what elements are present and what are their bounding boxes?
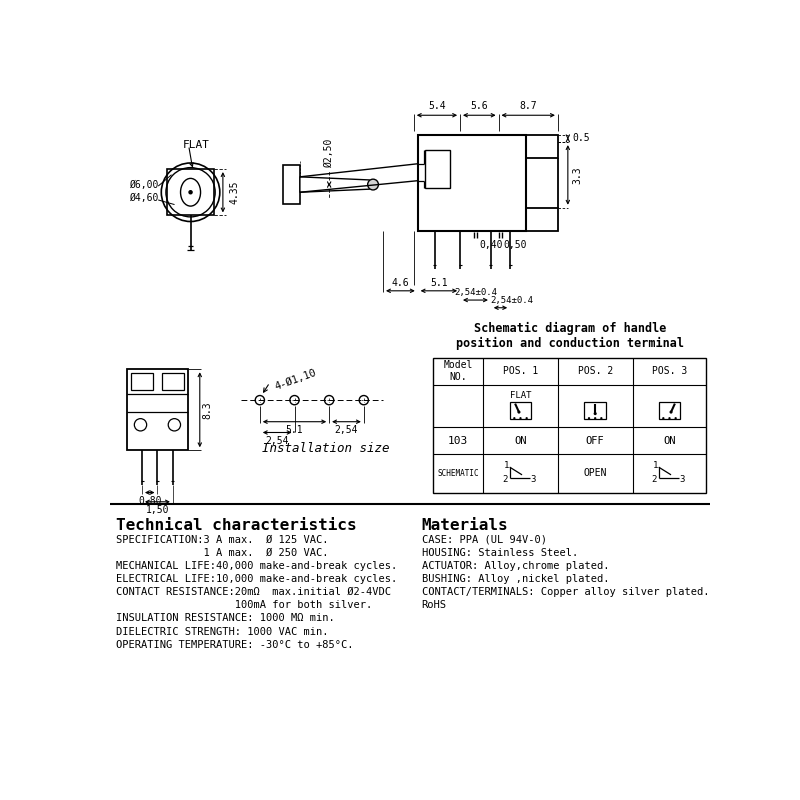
Text: CONTACT RESISTANCE:20mΩ  max.initial Ø2-4VDC: CONTACT RESISTANCE:20mΩ max.initial Ø2-4…: [116, 587, 391, 598]
Text: 5.6: 5.6: [470, 102, 488, 111]
Text: RoHS: RoHS: [422, 600, 446, 610]
Bar: [283, 166, 300, 204]
Text: FLAT: FLAT: [510, 391, 531, 400]
Text: 3.3: 3.3: [573, 166, 582, 184]
Text: HOUSING: Stainless Steel.: HOUSING: Stainless Steel.: [422, 548, 578, 558]
Polygon shape: [300, 177, 373, 192]
Text: 0,50: 0,50: [504, 240, 527, 250]
Circle shape: [513, 417, 515, 419]
Text: 2: 2: [502, 475, 508, 484]
Text: 4.35: 4.35: [229, 181, 239, 204]
Text: Model
NO.: Model NO.: [443, 361, 473, 382]
Text: Ø6,00: Ø6,00: [129, 179, 158, 190]
Text: 1,50: 1,50: [146, 505, 169, 515]
Bar: [418, 134, 526, 230]
Text: OFF: OFF: [586, 435, 605, 446]
Text: 100mA for both silver.: 100mA for both silver.: [116, 600, 372, 610]
Text: OPERATING TEMPERATURE: -30°C to +85°C.: OPERATING TEMPERATURE: -30°C to +85°C.: [116, 640, 354, 650]
Text: 2: 2: [651, 475, 657, 484]
Text: SCHEMATIC: SCHEMATIC: [438, 469, 479, 478]
Text: 103: 103: [448, 435, 468, 446]
Text: Installation size: Installation size: [262, 442, 389, 455]
Text: SPECIFICATION:3 A max.  Ø 125 VAC.: SPECIFICATION:3 A max. Ø 125 VAC.: [116, 535, 328, 545]
Text: 3: 3: [530, 475, 535, 484]
Text: MECHANICAL LIFE:40,000 make-and-break cycles.: MECHANICAL LIFE:40,000 make-and-break cy…: [116, 561, 397, 571]
Circle shape: [600, 417, 602, 419]
Bar: [526, 208, 558, 230]
Bar: [433, 358, 706, 493]
Text: Schematic diagram of handle
position and conduction terminal: Schematic diagram of handle position and…: [456, 322, 684, 350]
Text: Technical characteristics: Technical characteristics: [116, 518, 357, 533]
Text: 5.4: 5.4: [428, 102, 446, 111]
Text: Materials: Materials: [422, 518, 508, 533]
Bar: [585, 402, 606, 419]
Text: POS. 3: POS. 3: [652, 366, 687, 376]
Text: FLAT: FLAT: [183, 139, 210, 150]
Text: CONTACT/TERMINALS: Copper alloy silver plated.: CONTACT/TERMINALS: Copper alloy silver p…: [422, 587, 709, 598]
Text: 0.5: 0.5: [573, 134, 590, 143]
Bar: [658, 402, 680, 419]
Text: POS. 1: POS. 1: [503, 366, 538, 376]
Text: INSULATION RESISTANCE: 1000 MΩ min.: INSULATION RESISTANCE: 1000 MΩ min.: [116, 614, 334, 623]
Text: 4.6: 4.6: [391, 278, 409, 288]
Text: 2,54±0.4: 2,54±0.4: [454, 288, 497, 297]
Circle shape: [594, 412, 597, 415]
Text: ACTUATOR: Alloy,chrome plated.: ACTUATOR: Alloy,chrome plated.: [422, 561, 609, 571]
Text: POS. 2: POS. 2: [578, 366, 613, 376]
Circle shape: [368, 179, 378, 190]
Bar: [510, 402, 531, 419]
Text: 5.1: 5.1: [286, 425, 303, 434]
Circle shape: [594, 417, 596, 419]
Bar: [167, 169, 214, 215]
Text: 4-Ø1,10: 4-Ø1,10: [273, 367, 318, 391]
Text: 1 A max.  Ø 250 VAC.: 1 A max. Ø 250 VAC.: [116, 548, 328, 558]
Text: 0,40: 0,40: [479, 240, 502, 250]
Circle shape: [588, 417, 590, 419]
Text: 3: 3: [679, 475, 685, 484]
Circle shape: [668, 417, 670, 419]
Text: 8.3: 8.3: [203, 401, 213, 418]
Text: ELECTRICAL LIFE:10,000 make-and-break cycles.: ELECTRICAL LIFE:10,000 make-and-break cy…: [116, 574, 397, 584]
Text: DIELECTRIC STRENGTH: 1000 VAC min.: DIELECTRIC STRENGTH: 1000 VAC min.: [116, 626, 328, 637]
Bar: [426, 150, 450, 188]
Circle shape: [674, 417, 677, 419]
Text: CASE: PPA (UL 94V-0): CASE: PPA (UL 94V-0): [422, 535, 546, 545]
Circle shape: [662, 417, 665, 419]
Text: 5.1: 5.1: [430, 278, 448, 288]
Text: 2,54: 2,54: [266, 435, 289, 446]
Text: Ø2,50: Ø2,50: [324, 138, 334, 168]
Text: 1: 1: [653, 461, 658, 470]
Circle shape: [189, 190, 192, 194]
Text: 8.7: 8.7: [519, 102, 537, 111]
Text: 1: 1: [504, 461, 510, 470]
Circle shape: [526, 417, 528, 419]
Text: 2,54: 2,54: [334, 425, 358, 434]
Bar: [126, 370, 188, 450]
Text: ON: ON: [663, 435, 676, 446]
Text: 0,80: 0,80: [138, 496, 162, 506]
Text: 2,54±0.4: 2,54±0.4: [490, 296, 534, 305]
Text: OPEN: OPEN: [583, 468, 607, 478]
Circle shape: [518, 410, 521, 414]
Text: ON: ON: [514, 435, 526, 446]
Bar: [526, 134, 558, 158]
Text: BUSHING: Alloy ,nickel plated.: BUSHING: Alloy ,nickel plated.: [422, 574, 609, 584]
Bar: [131, 373, 153, 390]
Text: Ø4,60: Ø4,60: [129, 194, 158, 203]
Circle shape: [519, 417, 522, 419]
Circle shape: [670, 410, 673, 414]
Bar: [162, 373, 184, 390]
